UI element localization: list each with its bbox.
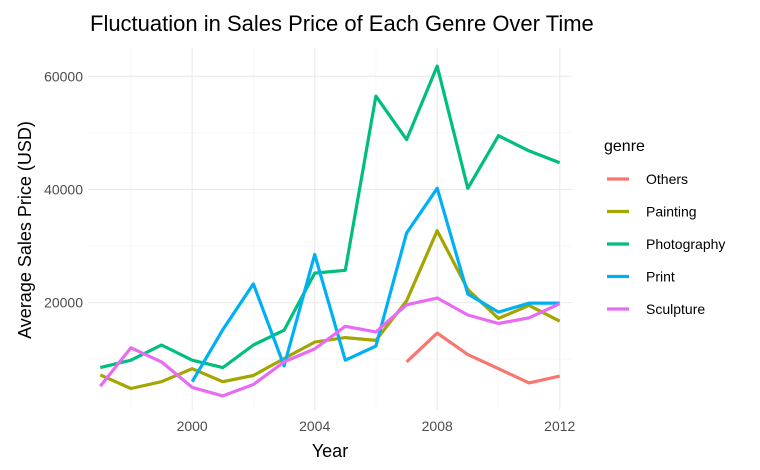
x-axis-ticks: 2000 2004 2008 2012 xyxy=(177,418,576,434)
y-tick-label: 60000 xyxy=(44,68,83,84)
legend-label-sculpture: Sculpture xyxy=(646,301,705,317)
series-line-print xyxy=(190,186,560,383)
series-line-photography xyxy=(99,64,561,370)
y-axis-title: Average Sales Price (USD) xyxy=(15,121,35,339)
y-tick-label: 40000 xyxy=(44,181,83,197)
series-line-sculpture xyxy=(99,296,561,398)
legend-label-painting: Painting xyxy=(646,204,697,220)
x-axis-title: Year xyxy=(312,441,348,461)
chart-title: Fluctuation in Sales Price of Each Genre… xyxy=(90,11,594,36)
legend-label-print: Print xyxy=(646,269,675,285)
series-layer xyxy=(99,64,561,398)
x-tick-label: 2012 xyxy=(544,418,575,434)
legend-title: genre xyxy=(604,138,645,155)
x-tick-label: 2000 xyxy=(177,418,208,434)
y-axis-ticks: 20000 40000 60000 xyxy=(44,68,83,310)
series-line-others xyxy=(405,331,561,385)
legend-label-photography: Photography xyxy=(646,236,725,252)
x-tick-label: 2004 xyxy=(299,418,330,434)
legend: genre Others Painting Photography Print Scul… xyxy=(604,138,725,317)
y-tick-label: 20000 xyxy=(44,295,83,311)
x-tick-label: 2008 xyxy=(422,418,453,434)
legend-label-others: Others xyxy=(646,171,688,187)
grid xyxy=(88,48,572,410)
